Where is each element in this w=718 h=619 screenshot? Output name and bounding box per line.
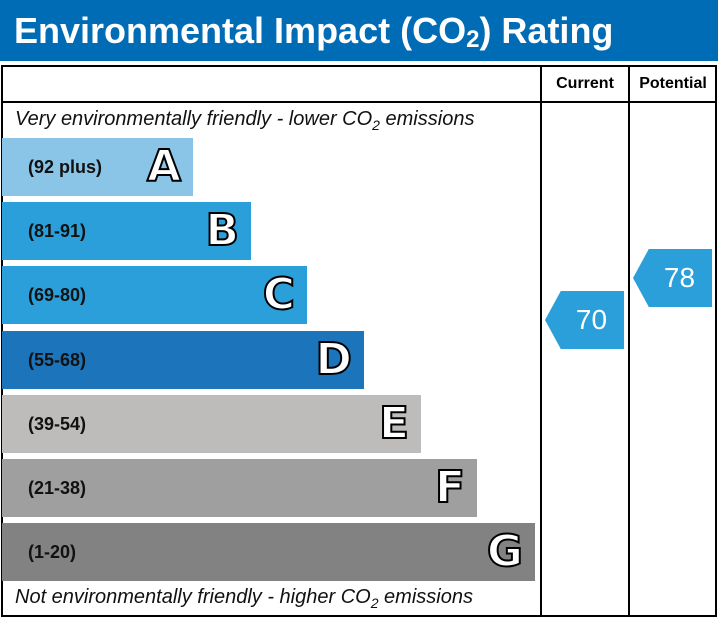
band-letter: G [486, 525, 524, 578]
band-letter: B [204, 204, 240, 257]
band-letter: E [378, 397, 410, 450]
band-d: (55-68) D [2, 331, 364, 389]
chart-title: Environmental Impact (CO2) Rating [0, 0, 718, 61]
potential-rating-arrow: 78 [633, 249, 712, 307]
band-range: (1-20) [28, 542, 77, 562]
column-divider [540, 65, 542, 617]
band-a: (92 plus) A [2, 138, 193, 196]
band-range: (21-38) [28, 478, 87, 498]
top-note: Very environmentally friendly - lower CO… [15, 108, 475, 133]
band-letter: C [262, 268, 296, 321]
band-letter: D [314, 333, 353, 386]
band-range: (81-91) [28, 221, 87, 241]
band-range: (39-54) [28, 414, 87, 434]
band-letter: F [434, 461, 466, 514]
band-range: (69-80) [28, 285, 87, 305]
band-c: (69-80) C [2, 266, 307, 324]
header-divider [1, 101, 717, 103]
bottom-note: Not environmentally friendly - higher CO… [15, 586, 473, 611]
band-b: (81-91) B [2, 202, 251, 260]
column-divider [628, 65, 630, 617]
band-range: (55-68) [28, 350, 87, 370]
column-header-potential: Potential [639, 75, 707, 92]
band-f: (21-38) F [2, 459, 477, 517]
current-rating-arrow: 70 [545, 291, 624, 349]
band-range: (92 plus) [28, 157, 103, 177]
column-header-current: Current [556, 75, 614, 92]
band-e: (39-54) E [2, 395, 421, 453]
band-letter: A [146, 140, 182, 193]
band-g: (1-20) G [2, 523, 535, 581]
